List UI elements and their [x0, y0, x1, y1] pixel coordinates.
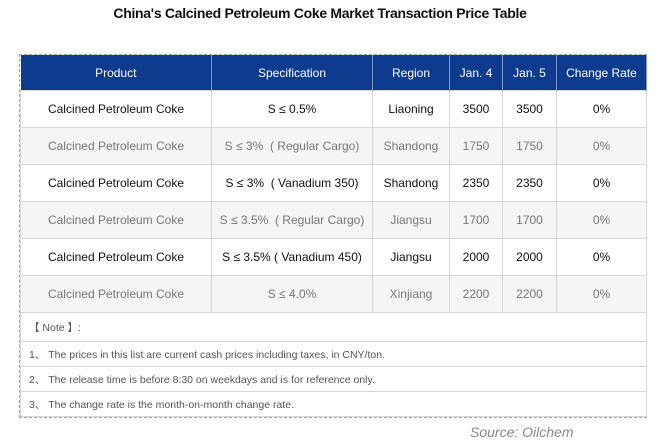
table-cell: 2200: [449, 275, 503, 313]
table-row: Calcined Petroleum Coke S ≤ 3.5% ( Regula…: [20, 201, 647, 239]
header-cell: Product: [20, 55, 212, 91]
table-cell: Shandong: [372, 127, 450, 165]
table-cell: Calcined Petroleum Coke: [20, 238, 212, 276]
table-cell: 2350: [502, 164, 557, 202]
table-cell: 0%: [556, 238, 647, 276]
note: 3、 The change rate is the month-on-month…: [20, 391, 647, 417]
note-row: 3、 The change rate is the month-on-month…: [20, 391, 647, 417]
table-cell: Calcined Petroleum Coke: [20, 127, 212, 165]
table-cell: Jiangsu: [372, 238, 450, 276]
table-cell: 0%: [556, 90, 647, 128]
header-cell: Region: [372, 55, 450, 91]
table-cell: 2000: [502, 238, 557, 276]
note: 1、 The prices in this list are current c…: [20, 341, 647, 367]
table-row: Calcined Petroleum Coke S ≤ 0.5% Liaoning 3…: [20, 90, 647, 128]
price-table: Product Specification Region Jan. 4 Jan. 5 Ch…: [20, 55, 647, 417]
table-row: Calcined Petroleum Coke S ≤ 4.0% Xinjiang 2…: [20, 275, 647, 313]
header-cell: Specification: [211, 55, 373, 91]
table-cell: Calcined Petroleum Coke: [20, 90, 212, 128]
table-cell: Jiangsu: [372, 201, 450, 239]
table-container: Product Specification Region Jan. 4 Jan. 5 Ch…: [19, 54, 647, 418]
table-cell: S ≤ 3% ( Regular Cargo): [211, 127, 373, 165]
note-row: 2、 The release time is before 8:30 on we…: [20, 366, 647, 392]
note: 【 Note 】:: [20, 312, 647, 342]
table-cell: 0%: [556, 275, 647, 313]
note-row: 【 Note 】:: [20, 312, 647, 342]
title: China's Calcined Petroleum Coke Market T…: [113, 5, 527, 21]
table-cell: Xinjiang: [372, 275, 450, 313]
table-cell: S ≤ 3% ( Vanadium 350): [211, 164, 373, 202]
table-cell: Calcined Petroleum Coke: [20, 164, 212, 202]
table-cell: Shandong: [372, 164, 450, 202]
header-cell: Jan. 5: [502, 55, 557, 91]
header-cell: Change Rate: [556, 55, 647, 91]
note-row: 1、 The prices in this list are current c…: [20, 341, 647, 367]
source: Source: Oilchem: [470, 424, 574, 440]
table-cell: 1700: [502, 201, 557, 239]
table-cell: 3500: [502, 90, 557, 128]
header-row: Product Specification Region Jan. 4 Jan. 5 Ch…: [20, 55, 647, 91]
table-cell: 2350: [449, 164, 503, 202]
table-cell: 2000: [449, 238, 503, 276]
table-cell: 0%: [556, 127, 647, 165]
table-cell: 3500: [449, 90, 503, 128]
table-cell: Liaoning: [372, 90, 450, 128]
table-cell: 1750: [449, 127, 503, 165]
table-cell: S ≤ 3.5% ( Regular Cargo): [211, 201, 373, 239]
table-cell: S ≤ 3.5% ( Vanadium 450): [211, 238, 373, 276]
table-cell: S ≤ 4.0%: [211, 275, 373, 313]
table-cell: 1750: [502, 127, 557, 165]
table-cell: 1700: [449, 201, 503, 239]
table-row: Calcined Petroleum Coke S ≤ 3% ( Vanadium…: [20, 164, 647, 202]
note: 2、 The release time is before 8:30 on we…: [20, 366, 647, 392]
table-cell: Calcined Petroleum Coke: [20, 275, 212, 313]
table-cell: 0%: [556, 201, 647, 239]
table-cell: 2200: [502, 275, 557, 313]
table-cell: Calcined Petroleum Coke: [20, 201, 212, 239]
header-cell: Jan. 4: [449, 55, 503, 91]
table-cell: 0%: [556, 164, 647, 202]
table-row: Calcined Petroleum Coke S ≤ 3.5% ( Vanadi…: [20, 238, 647, 276]
table-row: Calcined Petroleum Coke S ≤ 3% ( Regular …: [20, 127, 647, 165]
table-cell: S ≤ 0.5%: [211, 90, 373, 128]
